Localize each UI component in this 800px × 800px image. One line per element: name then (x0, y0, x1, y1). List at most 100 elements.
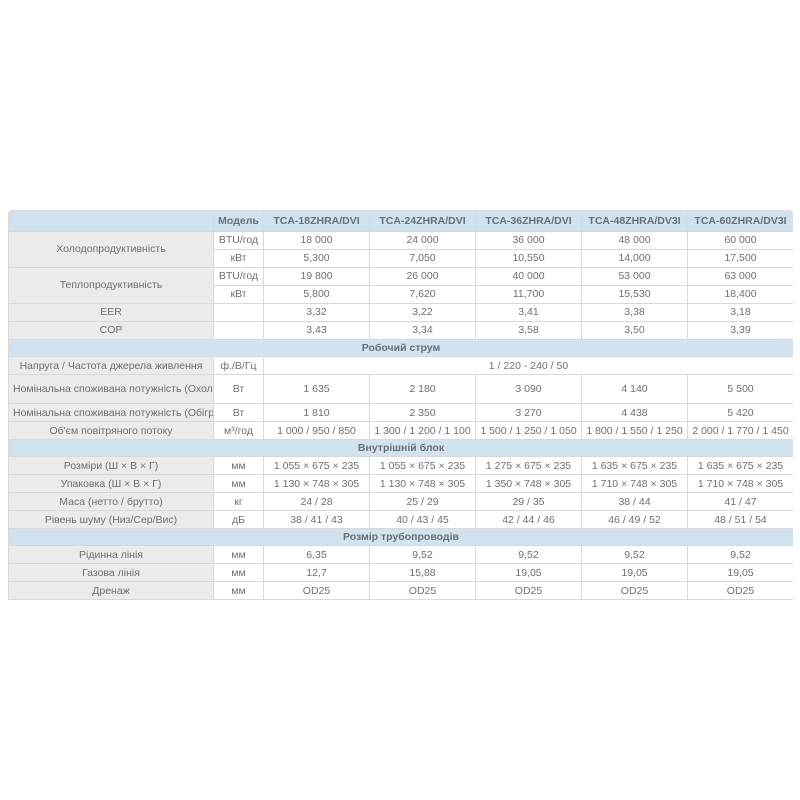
spec-value: OD25 (263, 581, 370, 601)
spec-value: 1 055 × 675 × 235 (263, 456, 370, 476)
spec-label: Рівень шуму (Низ/Сер/Вис) (8, 510, 214, 530)
spec-value: 1 350 × 748 × 305 (475, 474, 582, 494)
spec-label: Номінальна споживана потужність (Охолодж… (8, 374, 214, 405)
spec-value: 48 000 (581, 231, 688, 250)
spec-value: 1 000 / 950 / 850 (263, 421, 370, 441)
spec-value: 1 710 × 748 × 305 (581, 474, 688, 494)
spec-value: 3,22 (369, 303, 476, 322)
spec-label: Холодопродуктивність (8, 231, 214, 268)
spec-unit: мм (213, 545, 264, 565)
spec-value: 4 438 (581, 403, 688, 423)
spec-value: 9,52 (687, 545, 793, 565)
spec-label: EER (8, 303, 214, 322)
spec-value: 11,700 (475, 285, 582, 304)
spec-value-merged: 1 / 220 - 240 / 50 (263, 356, 793, 376)
row-drain: Дренаж мм OD25 OD25 OD25 OD25 OD25 (8, 581, 793, 601)
spec-label: COP (8, 321, 214, 340)
spec-value: 3,18 (687, 303, 793, 322)
spec-value: 3 270 (475, 403, 582, 423)
row-cooling-kw: кВт 5,300 7,050 10,550 14,000 17,500 (9, 249, 793, 268)
spec-label: Газова лінія (8, 563, 214, 583)
spec-unit (213, 303, 264, 322)
row-eer: EER 3,32 3,22 3,41 3,38 3,18 (8, 303, 793, 322)
row-heating-btu: Теплопродуктивність BTU/год 19 800 26 00… (8, 267, 793, 304)
spec-value: 1 130 × 748 × 305 (369, 474, 476, 494)
spec-value: 3,58 (475, 321, 582, 340)
header-row: Модель TCA-18ZHRA/DVI TCA-24ZHRA/DVI TCA… (8, 210, 793, 232)
spec-value: 19,05 (687, 563, 793, 583)
spec-value: 41 / 47 (687, 492, 793, 512)
spec-label: Теплопродуктивність (8, 267, 214, 304)
section-pipe-size: Розмір трубопроводів (8, 528, 793, 547)
spec-value: 7,050 (369, 249, 476, 268)
spec-value: 1 635 (263, 374, 370, 405)
spec-value: 24 000 (369, 231, 476, 250)
spec-value: 3,43 (263, 321, 370, 340)
spec-value: 15,88 (369, 563, 476, 583)
spec-value: 1 130 × 748 × 305 (263, 474, 370, 494)
spec-value: 29 / 35 (475, 492, 582, 512)
spec-value: 14,000 (581, 249, 688, 268)
spec-value: 2 180 (369, 374, 476, 405)
spec-value: 12,7 (263, 563, 370, 583)
spec-value: 19 800 (263, 267, 370, 286)
spec-table-container: Модель TCA-18ZHRA/DVI TCA-24ZHRA/DVI TCA… (8, 210, 793, 601)
model-label-cell: Модель (213, 210, 264, 232)
spec-value: 63 000 (687, 267, 793, 286)
spec-value: 24 / 28 (263, 492, 370, 512)
spec-value: 2 000 / 1 770 / 1 450 (687, 421, 793, 441)
spec-unit: Вт (213, 374, 264, 405)
spec-value: 3,38 (581, 303, 688, 322)
spec-unit: м³/год (213, 421, 264, 441)
spec-value: 1 710 × 748 × 305 (687, 474, 793, 494)
spec-value: 3,34 (369, 321, 476, 340)
spec-value: 1 055 × 675 × 235 (369, 456, 476, 476)
spec-value: 5 420 (687, 403, 793, 423)
model-header-2: TCA-24ZHRA/DVI (369, 210, 476, 232)
spec-value: 19,05 (581, 563, 688, 583)
spec-value: 5 500 (687, 374, 793, 405)
row-gas-line: Газова лінія мм 12,7 15,88 19,05 19,05 1… (8, 563, 793, 583)
spec-label: Упаковка (Ш × В × Г) (8, 474, 214, 494)
spec-value: 18 000 (263, 231, 370, 250)
spec-value: 1 635 × 675 × 235 (581, 456, 688, 476)
spec-value: OD25 (687, 581, 793, 601)
spec-value: 9,52 (581, 545, 688, 565)
row-voltage: Напруга / Частота джерела живлення ф./В/… (8, 356, 793, 376)
spec-value: 25 / 29 (369, 492, 476, 512)
spec-value: 42 / 44 / 46 (475, 510, 582, 530)
spec-unit: мм (213, 474, 264, 494)
spec-value: 15,530 (581, 285, 688, 304)
spec-value: 3,41 (475, 303, 582, 322)
spec-value: 5,800 (263, 285, 370, 304)
spec-value: 7,620 (369, 285, 476, 304)
spec-unit: ф./В/Гц (213, 356, 264, 376)
spec-table: Модель TCA-18ZHRA/DVI TCA-24ZHRA/DVI TCA… (8, 210, 793, 601)
spec-value: 4 140 (581, 374, 688, 405)
section-indoor-unit: Внутрішній блок (8, 439, 793, 458)
spec-value: 53 000 (581, 267, 688, 286)
spec-label: Розміри (Ш × В × Г) (8, 456, 214, 476)
model-header-1: TCA-18ZHRA/DVI (263, 210, 370, 232)
spec-value: 40 000 (475, 267, 582, 286)
row-packaging: Упаковка (Ш × В × Г) мм 1 130 × 748 × 30… (8, 474, 793, 494)
spec-value: 40 / 43 / 45 (369, 510, 476, 530)
spec-unit: мм (213, 581, 264, 601)
spec-label: Рідинна лінія (8, 545, 214, 565)
spec-unit: Вт (213, 403, 264, 423)
row-liquid-line: Рідинна лінія мм 6,35 9,52 9,52 9,52 9,5… (8, 545, 793, 565)
row-cooling-btu: Холодопродуктивність BTU/год 18 000 24 0… (8, 231, 793, 268)
spec-value: 9,52 (475, 545, 582, 565)
spec-unit: BTU/год (213, 267, 264, 286)
spec-unit: мм (213, 563, 264, 583)
spec-value: 1 300 / 1 200 / 1 100 (369, 421, 476, 441)
spec-value: OD25 (581, 581, 688, 601)
spec-value: 38 / 41 / 43 (263, 510, 370, 530)
spec-value: 26 000 (369, 267, 476, 286)
spec-label: Дренаж (8, 581, 214, 601)
spec-value: 18,400 (687, 285, 793, 304)
spec-unit: кВт (213, 285, 264, 304)
spec-value: 1 500 / 1 250 / 1 050 (475, 421, 582, 441)
model-header-4: TCA-48ZHRA/DV3I (581, 210, 688, 232)
